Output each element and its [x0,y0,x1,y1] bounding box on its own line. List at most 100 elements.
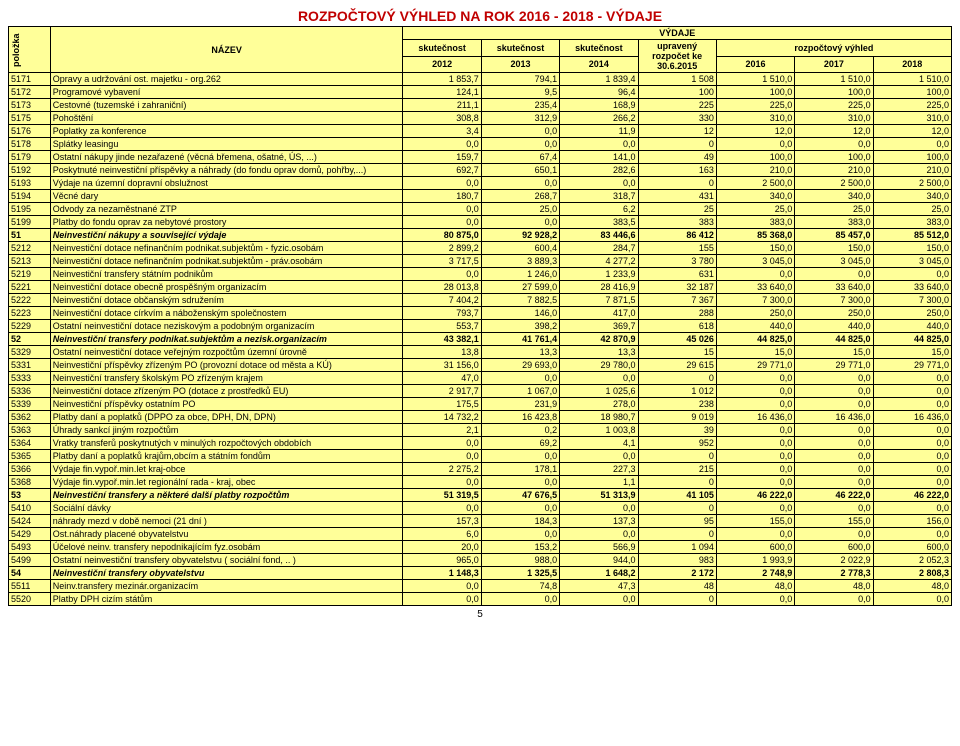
row-value: 0,0 [795,450,873,463]
row-value: 398,2 [481,320,559,333]
row-code: 5199 [9,216,51,229]
row-value: 3 045,0 [795,255,873,268]
row-value: 284,7 [560,242,638,255]
row-value: 41 105 [638,489,716,502]
row-value: 0,0 [403,476,481,489]
row-value: 0,0 [795,398,873,411]
row-name: Ostatní neinvestiční transfery obyvatels… [50,554,403,567]
row-value: 47 676,5 [481,489,559,502]
row-value: 340,0 [716,190,794,203]
row-value: 0,2 [481,424,559,437]
row-value: 0,0 [873,450,951,463]
row-value: 0,0 [795,593,873,606]
row-value: 0,0 [481,216,559,229]
row-value: 85 457,0 [795,229,873,242]
row-value: 51 313,9 [560,489,638,502]
header-2017: 2017 [795,56,873,73]
row-name: Poskytnuté neinvestiční příspěvky a náhr… [50,164,403,177]
row-value: 0,0 [560,450,638,463]
row-name: Neinvestiční transfery podnikat.subjektů… [50,333,403,346]
row-value: 25,0 [795,203,873,216]
table-row: 5336Neinvestiční dotace zřízeným PO (dot… [9,385,952,398]
row-value: 45 026 [638,333,716,346]
row-code: 5175 [9,112,51,125]
row-value: 1 246,0 [481,268,559,281]
row-value: 29 615 [638,359,716,372]
row-name: Úhrady sankcí jiným rozpočtům [50,424,403,437]
header-vydaje: VÝDAJE [403,27,952,40]
row-value: 9 019 [638,411,716,424]
row-value: 49 [638,151,716,164]
row-name: Věcné dary [50,190,403,203]
row-value: 0,0 [403,502,481,515]
row-value: 0,0 [795,463,873,476]
row-value: 7 367 [638,294,716,307]
row-value: 0,0 [403,593,481,606]
row-value: 141,0 [560,151,638,164]
table-row: 5339Neinvestiční příspěvky ostatním PO17… [9,398,952,411]
row-value: 566,9 [560,541,638,554]
row-value: 0,0 [716,502,794,515]
row-name: Cestovné (tuzemské i zahraniční) [50,99,403,112]
row-value: 100,0 [873,151,951,164]
row-value: 211,1 [403,99,481,112]
table-row: 5364Vratky transferů poskytnutých v minu… [9,437,952,450]
table-row: 5329Ostatní neinvestiční dotace veřejným… [9,346,952,359]
row-value: 0,0 [481,125,559,138]
row-value: 2 500,0 [795,177,873,190]
table-row: 5331Neinvestiční příspěvky zřízeným PO (… [9,359,952,372]
row-value: 0,0 [481,476,559,489]
row-name: Poplatky za konference [50,125,403,138]
row-name: Výdaje na územní dopravní obslužnost [50,177,403,190]
row-value: 310,0 [716,112,794,125]
row-name: Odvody za nezaměstnané ZTP [50,203,403,216]
row-value: 0,0 [716,450,794,463]
row-value: 155,0 [795,515,873,528]
table-row: 5212Neinvestiční dotace nefinančním podn… [9,242,952,255]
header-2016: 2016 [716,56,794,73]
row-value: 0,0 [795,502,873,515]
row-name: Výdaje fin.vypoř.min.let regionální rada… [50,476,403,489]
row-value: 6,0 [403,528,481,541]
row-name: Platby daní a poplatků (DPPO za obce, DP… [50,411,403,424]
row-value: 20,0 [403,541,481,554]
row-value: 0,0 [716,372,794,385]
row-name: Neinv.transfery mezinár.organizacím [50,580,403,593]
row-name: Platby daní a poplatků krajům,obcím a st… [50,450,403,463]
row-value: 440,0 [873,320,951,333]
row-value: 0,0 [716,385,794,398]
row-name: Účelové neinv. transfery nepodnikajícím … [50,541,403,554]
row-value: 0,0 [403,138,481,151]
row-code: 5172 [9,86,51,99]
row-value: 1 325,5 [481,567,559,580]
row-value: 2 500,0 [873,177,951,190]
row-value: 0,0 [481,502,559,515]
table-row: 5172Programové vybavení124,19,596,410010… [9,86,952,99]
row-value: 15 [638,346,716,359]
table-row: 5199Platby do fondu oprav za nebytové pr… [9,216,952,229]
row-value: 3,4 [403,125,481,138]
row-value: 2 899,2 [403,242,481,255]
row-value: 163 [638,164,716,177]
row-code: 5424 [9,515,51,528]
row-value: 0,0 [873,138,951,151]
row-name: Splátky leasingu [50,138,403,151]
row-value: 0 [638,177,716,190]
row-value: 2 808,3 [873,567,951,580]
row-value: 46 222,0 [873,489,951,502]
row-value: 146,0 [481,307,559,320]
row-value: 553,7 [403,320,481,333]
row-value: 12 [638,125,716,138]
row-name: Neinvestiční dotace obecně prospěšným or… [50,281,403,294]
row-name: Výdaje fin.vypoř.min.let kraj-obce [50,463,403,476]
row-value: 7 871,5 [560,294,638,307]
row-name: Neinvestiční dotace nefinančním podnikat… [50,242,403,255]
row-value: 0,0 [403,268,481,281]
row-value: 33 640,0 [873,281,951,294]
row-code: 5212 [9,242,51,255]
row-value: 29 771,0 [716,359,794,372]
row-code: 5171 [9,73,51,86]
row-value: 278,0 [560,398,638,411]
row-value: 2 917,7 [403,385,481,398]
row-value: 3 045,0 [716,255,794,268]
